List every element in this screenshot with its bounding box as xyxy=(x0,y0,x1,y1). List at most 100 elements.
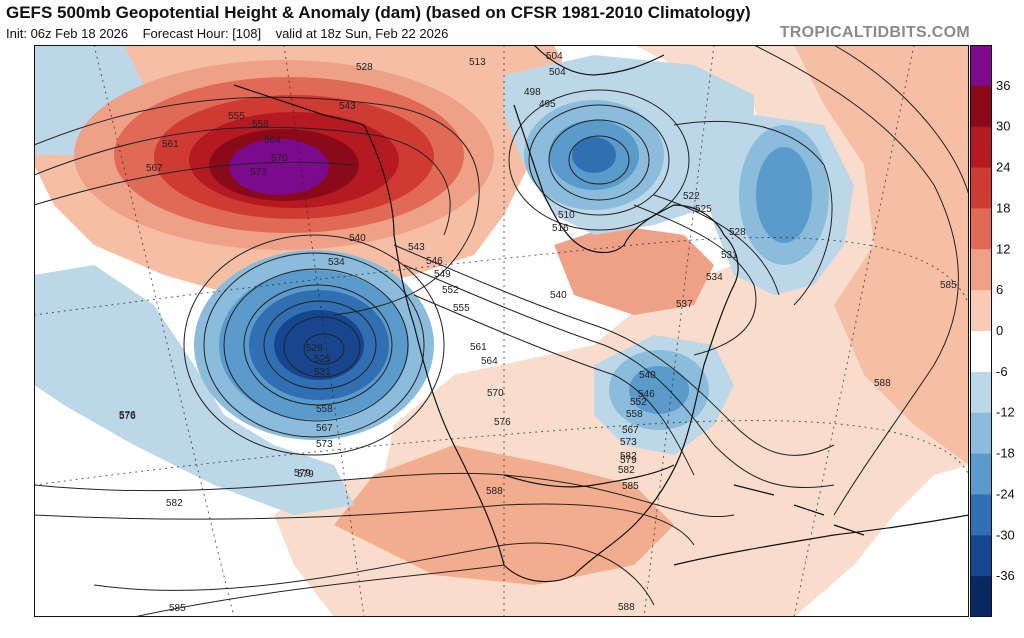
contour-label: 531 xyxy=(314,367,331,378)
contour-label: 540 xyxy=(349,233,366,244)
colorbar-swatch xyxy=(970,45,992,87)
contour-label: 576 xyxy=(119,411,136,422)
colorbar-swatch xyxy=(970,453,992,495)
contour-label: 576 xyxy=(494,417,511,428)
contour-label: 543 xyxy=(339,101,356,112)
colorbar-swatch xyxy=(970,249,992,291)
contour-label: 573 xyxy=(316,439,333,450)
contour-label: 546 xyxy=(426,256,443,267)
gulf-coast xyxy=(503,464,675,488)
contour-label: 516 xyxy=(552,223,569,234)
anomaly-core-eastcoast-2 xyxy=(629,366,689,414)
colorbar-swatches xyxy=(970,45,992,617)
colorbar-tick-label: 0 xyxy=(996,323,1003,338)
anomaly-shade-pos-central-canada xyxy=(554,225,714,315)
contour-label: 561 xyxy=(470,342,487,353)
contour-label: 588 xyxy=(618,602,635,613)
contour-label: 564 xyxy=(264,135,281,146)
contour-label: 543 xyxy=(408,242,425,253)
colorbar-tick-label: 12 xyxy=(996,241,1010,256)
contour-label: 537 xyxy=(676,299,693,310)
colorbar-tick-label: 36 xyxy=(996,78,1010,93)
contour-label: 504 xyxy=(546,51,563,62)
contour-labels: 528 513 504 504 498 495 543 555 558 561 … xyxy=(119,51,957,614)
contour-label: 582 xyxy=(620,451,637,462)
contour-label: 513 xyxy=(469,57,486,68)
contour-label: 579 xyxy=(620,455,637,466)
contour-label: 585 xyxy=(940,280,957,291)
anomaly-map: 528 513 504 504 498 495 543 555 558 561 … xyxy=(34,45,969,617)
contour-label: 573 xyxy=(620,437,637,448)
colorbar-swatch xyxy=(970,331,992,373)
colorbar-swatch xyxy=(970,208,992,250)
contour-label: 498 xyxy=(524,87,541,98)
contour-label: 540 xyxy=(550,290,567,301)
colorbar-swatch xyxy=(970,576,992,617)
contour-label: 585 xyxy=(169,603,186,614)
contour-label: 576 xyxy=(119,410,136,421)
chart-title: GEFS 500mb Geopotential Height & Anomaly… xyxy=(6,3,751,22)
colorbar-tick-label: -18 xyxy=(996,446,1015,461)
colorbar-tick-label: -24 xyxy=(996,486,1015,501)
map-border xyxy=(34,45,969,617)
south-america-coast xyxy=(673,514,969,566)
contour-label: 582 xyxy=(166,498,183,509)
caribbean-islands xyxy=(733,484,865,536)
colorbar-tick-label: 6 xyxy=(996,282,1003,297)
contour-label: 582 xyxy=(618,465,635,476)
colorbar-swatch xyxy=(970,371,992,414)
contour-label: 510 xyxy=(558,210,575,221)
contour-label: 579 xyxy=(294,468,311,479)
anomaly-core-west-trough-4 xyxy=(274,310,364,380)
valid-time: valid at 18z Sun, Feb 22 2026 xyxy=(275,26,449,41)
coastlines xyxy=(233,45,969,583)
contour-label: 552 xyxy=(630,397,647,408)
contour-label: 504 xyxy=(549,67,566,78)
contour-label: 531 xyxy=(721,250,738,261)
colorbar-swatch xyxy=(970,126,992,169)
contour-label: 558 xyxy=(252,119,269,130)
colorbar-swatch xyxy=(970,167,992,209)
contour-label: 567 xyxy=(622,425,639,436)
anomaly-shade-pos-light xyxy=(34,45,969,617)
forecast-hour: Forecast Hour: [108] xyxy=(142,26,262,41)
colorbar-tick-label: -12 xyxy=(996,405,1015,420)
graticule xyxy=(34,45,969,617)
contour-label: 525 xyxy=(314,354,331,365)
contour-label: 534 xyxy=(706,272,723,283)
anomaly-core-pac-ridge-6 xyxy=(229,139,329,195)
contour-label: 525 xyxy=(695,204,712,215)
contour-label: 555 xyxy=(453,303,470,314)
contour-label: 588 xyxy=(874,378,891,389)
anomaly-core-hudson-3 xyxy=(572,137,616,173)
chart-subtitle: Init: 06z Feb 18 2026 Forecast Hour: [10… xyxy=(6,26,448,41)
anomaly-shade-pos-east-atlantic xyxy=(794,45,969,465)
anomaly-shade-neg-west-pacific xyxy=(34,265,354,515)
contour-label: 558 xyxy=(626,409,643,420)
contour-label: 573 xyxy=(250,167,267,178)
colorbar-swatch xyxy=(970,494,992,536)
contour-label: 552 xyxy=(442,285,459,296)
colorbar-tick-label: 24 xyxy=(996,160,1010,175)
contour-label: 585 xyxy=(622,481,639,492)
north-america-coast xyxy=(363,104,739,583)
alaska-coast xyxy=(233,84,365,126)
contour-label: 495 xyxy=(539,99,556,110)
contour-label: 540 xyxy=(639,370,656,381)
contour-label: 528 xyxy=(729,227,746,238)
contour-label: 561 xyxy=(162,139,179,150)
colorbar-swatch xyxy=(970,535,992,577)
anomaly-core-atlantic-2 xyxy=(756,147,812,243)
colorbar-swatch xyxy=(970,85,992,128)
contour-label: 564 xyxy=(481,356,498,367)
contour-label: 546 xyxy=(638,389,655,400)
contour-label: 549 xyxy=(434,269,451,280)
contour-label: 522 xyxy=(683,191,700,202)
colorbar: 36 30 24 18 12 6 0 -6 -12 -18 -24 -30 -36 xyxy=(970,45,1015,617)
greenland-coast xyxy=(533,45,665,76)
height-contours xyxy=(34,45,969,617)
colorbar-frame xyxy=(970,45,992,617)
contour-label: 570 xyxy=(487,388,504,399)
contour-label: 528 xyxy=(306,343,323,354)
colorbar-tick-label: -6 xyxy=(996,364,1008,379)
